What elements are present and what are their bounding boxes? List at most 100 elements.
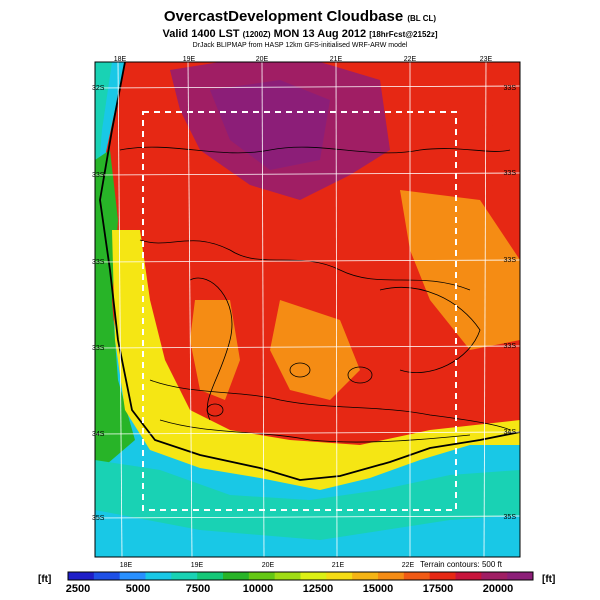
contour-2 bbox=[149, 379, 511, 431]
colorbar-swatch bbox=[171, 572, 198, 580]
contour-ring-2 bbox=[289, 362, 311, 378]
contour-4 bbox=[119, 146, 511, 154]
parallel-6 bbox=[94, 515, 521, 519]
left-lat-label: 34S bbox=[92, 431, 105, 438]
contour-1 bbox=[139, 239, 471, 291]
chart-title-block: OvercastDevelopment Cloudbase (BL CL) Va… bbox=[0, 8, 600, 51]
colorbar-swatch bbox=[145, 572, 172, 580]
parallel-5 bbox=[94, 431, 521, 435]
right-lat-label: 35S bbox=[504, 514, 517, 521]
inner-domain-box bbox=[142, 111, 457, 511]
colorbar: 2500 5000 7500 10000 12500 15000 17500 20000 bbox=[66, 571, 534, 595]
main-title-suffix: (BL CL) bbox=[407, 14, 437, 23]
bottom-lon-label: 18E bbox=[120, 562, 133, 569]
map-field bbox=[95, 62, 520, 557]
bottom-lon-label: 22E bbox=[402, 562, 415, 569]
terrain-contours bbox=[119, 146, 511, 443]
terrain-note: Terrain contours: 500 ft bbox=[420, 560, 503, 569]
colorbar-swatch bbox=[403, 572, 431, 580]
top-lon-labels: 18E 19E 20E 21E 22E 23E bbox=[114, 56, 493, 63]
coastline bbox=[99, 61, 521, 481]
colorbar-swatch bbox=[429, 572, 456, 580]
valid-line: Valid 1400 LST (1200Z) MON 13 Aug 2012 [… bbox=[0, 28, 600, 41]
parallel-1 bbox=[94, 85, 521, 89]
meridian-19 bbox=[187, 61, 193, 558]
top-lon-label: 22E bbox=[404, 56, 417, 63]
colorbar-swatch bbox=[507, 572, 534, 580]
colorbar-unit-right: [ft] bbox=[542, 574, 556, 585]
bottom-lon-label: 21E bbox=[332, 562, 345, 569]
colorbar-swatch bbox=[197, 572, 224, 580]
colorbar-tick-label: 20000 bbox=[483, 583, 514, 595]
contour-5 bbox=[189, 277, 233, 421]
bottom-lon-label: 20E bbox=[262, 562, 275, 569]
colorbar-tick-label: 2500 bbox=[66, 583, 90, 595]
contour-3 bbox=[159, 419, 471, 443]
left-lat-label: 33S bbox=[92, 259, 105, 266]
parallel-3 bbox=[94, 259, 521, 263]
right-lat-label: 33S bbox=[504, 343, 517, 350]
graticule bbox=[94, 61, 521, 558]
bottom-lon-labels: 18E 19E 20E 21E 22E bbox=[120, 562, 415, 569]
top-lon-label: 19E bbox=[183, 56, 196, 63]
right-lat-label: 33S bbox=[504, 85, 517, 92]
east-orange bbox=[400, 190, 520, 350]
colorbar-tick-label: 15000 bbox=[363, 583, 394, 595]
top-lon-label: 21E bbox=[330, 56, 343, 63]
right-lat-labels: 33S 33S 33S 33S 34S 35S bbox=[504, 85, 517, 521]
colorbar-swatch bbox=[223, 572, 250, 580]
main-title: OvercastDevelopment Cloudbase (BL CL) bbox=[0, 8, 600, 28]
top-lon-label: 23E bbox=[480, 56, 493, 63]
coastline-path bbox=[99, 61, 521, 481]
right-lat-label: 34S bbox=[504, 429, 517, 436]
bottom-lon-label: 19E bbox=[191, 562, 204, 569]
left-lat-label: 33S bbox=[92, 172, 105, 179]
mountain-orange bbox=[190, 300, 240, 400]
left-lat-label: 33S bbox=[92, 345, 105, 352]
top-lon-label: 20E bbox=[256, 56, 269, 63]
meridian-20 bbox=[261, 61, 265, 558]
north-red bbox=[125, 62, 520, 130]
valid-time: Valid 1400 LST bbox=[162, 28, 240, 40]
main-title-text: OvercastDevelopment Cloudbase bbox=[163, 8, 404, 25]
parallel-4 bbox=[94, 345, 521, 349]
colorbar-swatch bbox=[455, 572, 482, 580]
deep-sea bbox=[95, 510, 520, 557]
meridian-21 bbox=[335, 61, 338, 558]
coastal-yellow bbox=[112, 230, 520, 490]
model-credit: DrJack BLIPMAP from HASP 12km GFS-initia… bbox=[192, 42, 408, 49]
colorbar-swatch bbox=[352, 572, 379, 580]
left-lat-label: 35S bbox=[92, 515, 105, 522]
forecast-tag: [18hrFcst@2152z] bbox=[369, 30, 438, 39]
valid-utc: (1200Z) bbox=[242, 30, 271, 39]
left-lat-label: 32S bbox=[92, 85, 105, 92]
colorbar-tick-label: 12500 bbox=[303, 583, 334, 595]
valid-date: MON 13 Aug 2012 bbox=[273, 28, 367, 40]
colorbar-frame bbox=[67, 571, 534, 581]
meridian-23 bbox=[483, 61, 487, 558]
colorbar-tick-label: 17500 bbox=[423, 583, 454, 595]
colorbar-tick-label: 5000 bbox=[126, 583, 150, 595]
colorbar-swatch bbox=[248, 572, 276, 580]
colorbar-swatch bbox=[481, 572, 508, 580]
top-lon-label: 18E bbox=[114, 56, 127, 63]
colorbar-swatch bbox=[274, 572, 301, 580]
contour-ring-1 bbox=[347, 366, 373, 384]
left-lat-labels: 32S 33S 33S 33S 34S 35S bbox=[92, 85, 105, 522]
map-frame bbox=[94, 61, 521, 558]
right-lat-label: 33S bbox=[504, 257, 517, 264]
colorbar-tick-label: 7500 bbox=[186, 583, 210, 595]
colorbar-tick-label: 10000 bbox=[243, 583, 274, 595]
colorbar-swatch bbox=[300, 572, 327, 580]
colorbar-swatch bbox=[326, 572, 353, 580]
west-teal bbox=[95, 62, 112, 300]
colorbar-swatch bbox=[93, 572, 121, 580]
colorbar-swatch bbox=[68, 572, 95, 580]
contour-6 bbox=[379, 287, 481, 373]
right-lat-label: 33S bbox=[504, 170, 517, 177]
colorbar-swatch bbox=[119, 572, 146, 580]
colorbar-unit-left: [ft] bbox=[38, 574, 52, 585]
contour-ring-3 bbox=[206, 403, 224, 417]
colorbar-swatch bbox=[378, 572, 405, 580]
